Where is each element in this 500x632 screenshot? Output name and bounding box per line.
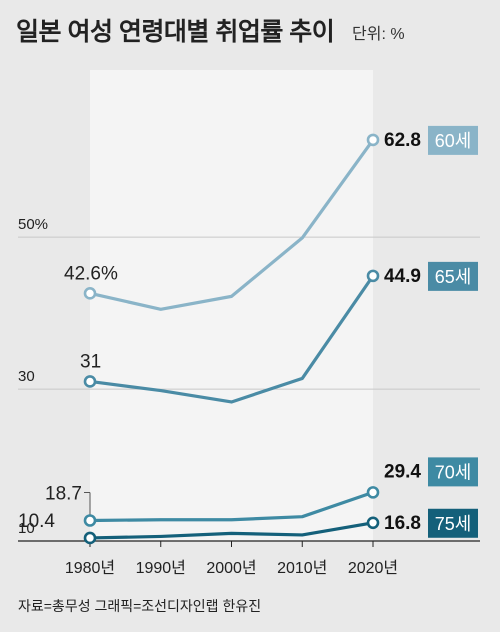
series-line xyxy=(88,521,375,540)
unit-label: 단위: % xyxy=(352,26,405,43)
legend-label: 75세 xyxy=(435,514,472,534)
x-tick-label: 2000년 xyxy=(206,559,256,577)
axis-layer: 1980년 1990년 2000년 2010년 2020년 xyxy=(18,540,480,577)
end-label: 44.9 xyxy=(384,266,421,287)
data-point xyxy=(366,516,380,530)
y-tick-label: 50% xyxy=(18,216,48,233)
data-point xyxy=(83,287,97,300)
highlight-band xyxy=(90,70,373,541)
series-line xyxy=(88,138,375,311)
data-point xyxy=(366,269,380,283)
x-tick-label: 2010년 xyxy=(277,559,327,577)
data-point xyxy=(366,133,380,147)
data-labels-layer: 42.6% 62.8 31 44.9 18.7 29.4 10.4 16.8 xyxy=(18,130,421,534)
series-lines-layer xyxy=(88,138,375,540)
data-point xyxy=(366,486,380,499)
x-tick-label: 1990년 xyxy=(136,559,186,577)
start-label: 18.7 xyxy=(45,483,82,504)
data-point xyxy=(83,514,97,527)
legend-swatch xyxy=(428,508,478,538)
legend-label: 65세 xyxy=(435,267,472,287)
series-points-layer xyxy=(83,133,380,545)
start-label: 10.4 xyxy=(18,511,55,532)
line-chart: 50% 30 10 1980년 1990년 2000년 2010년 2020년 42.6% 6… xyxy=(18,70,480,577)
start-label: 31 xyxy=(80,351,101,372)
data-point xyxy=(83,531,97,545)
legend-label: 60세 xyxy=(435,131,472,151)
highlight-band-layer xyxy=(90,70,373,541)
x-tick-label: 1980년 xyxy=(65,559,115,577)
x-tick-label: 2020년 xyxy=(348,559,398,577)
y-tick-label: 10 xyxy=(18,520,35,537)
end-label: 62.8 xyxy=(384,130,421,151)
legend-label: 70세 xyxy=(435,462,472,482)
y-tick-label: 30 xyxy=(18,368,35,385)
end-label: 29.4 xyxy=(384,461,421,482)
legend-swatch xyxy=(428,125,478,155)
series-line xyxy=(88,490,375,523)
legend-layer: 60세 65세 70세 75세 xyxy=(428,125,478,538)
legend-swatch xyxy=(428,457,478,487)
end-label: 16.8 xyxy=(384,513,421,534)
legend-swatch xyxy=(428,261,478,291)
chart-title: 일본 여성 연령대별 취업률 추이 xyxy=(16,18,335,46)
data-point xyxy=(83,375,97,388)
series-line xyxy=(88,274,375,404)
start-label: 42.6% xyxy=(64,263,118,284)
source-credit: 자료=총무성 그래픽=조선디자인랩 한유진 xyxy=(18,598,262,614)
